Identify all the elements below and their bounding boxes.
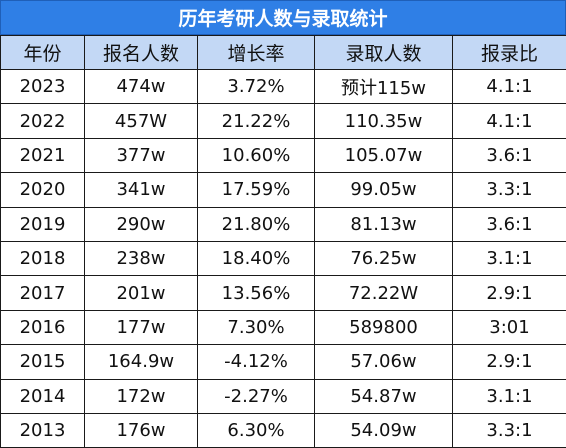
cell-growth-rate: 21.22% xyxy=(198,104,315,138)
cell-year: 2023 xyxy=(1,70,85,104)
cell-ratio: 3.6:1 xyxy=(453,207,566,241)
cell-growth-rate: 7.30% xyxy=(198,310,315,344)
cell-growth-rate: -2.27% xyxy=(198,379,315,413)
cell-admitted: 72.22W xyxy=(315,276,453,310)
table-title: 历年考研人数与录取统计 xyxy=(0,0,566,35)
cell-admitted: 99.05w xyxy=(315,173,453,207)
cell-growth-rate: 21.80% xyxy=(198,207,315,241)
header-year: 年份 xyxy=(1,36,85,70)
cell-growth-rate: -4.12% xyxy=(198,345,315,379)
cell-growth-rate: 18.40% xyxy=(198,241,315,275)
header-admitted: 录取人数 xyxy=(315,36,453,70)
cell-growth-rate: 3.72% xyxy=(198,70,315,104)
cell-ratio: 2.9:1 xyxy=(453,345,566,379)
cell-year: 2018 xyxy=(1,241,85,275)
cell-admitted: 54.87w xyxy=(315,379,453,413)
cell-applicants: 201w xyxy=(85,276,198,310)
cell-admitted: 81.13w xyxy=(315,207,453,241)
cell-year: 2017 xyxy=(1,276,85,310)
cell-admitted: 57.06w xyxy=(315,345,453,379)
cell-ratio: 4.1:1 xyxy=(453,104,566,138)
cell-growth-rate: 10.60% xyxy=(198,138,315,172)
header-applicants: 报名人数 xyxy=(85,36,198,70)
cell-growth-rate: 13.56% xyxy=(198,276,315,310)
cell-applicants: 377w xyxy=(85,138,198,172)
cell-admitted: 110.35w xyxy=(315,104,453,138)
cell-applicants: 164.9w xyxy=(85,345,198,379)
cell-admitted: 76.25w xyxy=(315,241,453,275)
cell-applicants: 290w xyxy=(85,207,198,241)
header-growth-rate: 增长率 xyxy=(198,36,315,70)
cell-admitted: 105.07w xyxy=(315,138,453,172)
cell-applicants: 341w xyxy=(85,173,198,207)
cell-applicants: 474w xyxy=(85,70,198,104)
cell-ratio: 3:01 xyxy=(453,310,566,344)
cell-ratio: 3.1:1 xyxy=(453,379,566,413)
cell-growth-rate: 17.59% xyxy=(198,173,315,207)
cell-year: 2016 xyxy=(1,310,85,344)
cell-applicants: 177w xyxy=(85,310,198,344)
header-row: 年份 报名人数 增长率 录取人数 报录比 xyxy=(1,36,566,70)
header-ratio: 报录比 xyxy=(453,36,566,70)
cell-ratio: 3.1:1 xyxy=(453,241,566,275)
cell-year: 2019 xyxy=(1,207,85,241)
cell-ratio: 4.1:1 xyxy=(453,70,566,104)
cell-applicants: 238w xyxy=(85,241,198,275)
cell-ratio: 3.3:1 xyxy=(453,173,566,207)
cell-admitted: 589800 xyxy=(315,310,453,344)
cell-year: 2022 xyxy=(1,104,85,138)
cell-ratio: 3.6:1 xyxy=(453,138,566,172)
cell-ratio: 2.9:1 xyxy=(453,276,566,310)
cell-year: 2014 xyxy=(1,379,85,413)
cell-year: 2021 xyxy=(1,138,85,172)
cell-applicants: 457W xyxy=(85,104,198,138)
cell-applicants: 172w xyxy=(85,379,198,413)
cell-year: 2015 xyxy=(1,345,85,379)
cell-admitted: 预计115w xyxy=(315,70,453,104)
cell-year: 2020 xyxy=(1,173,85,207)
